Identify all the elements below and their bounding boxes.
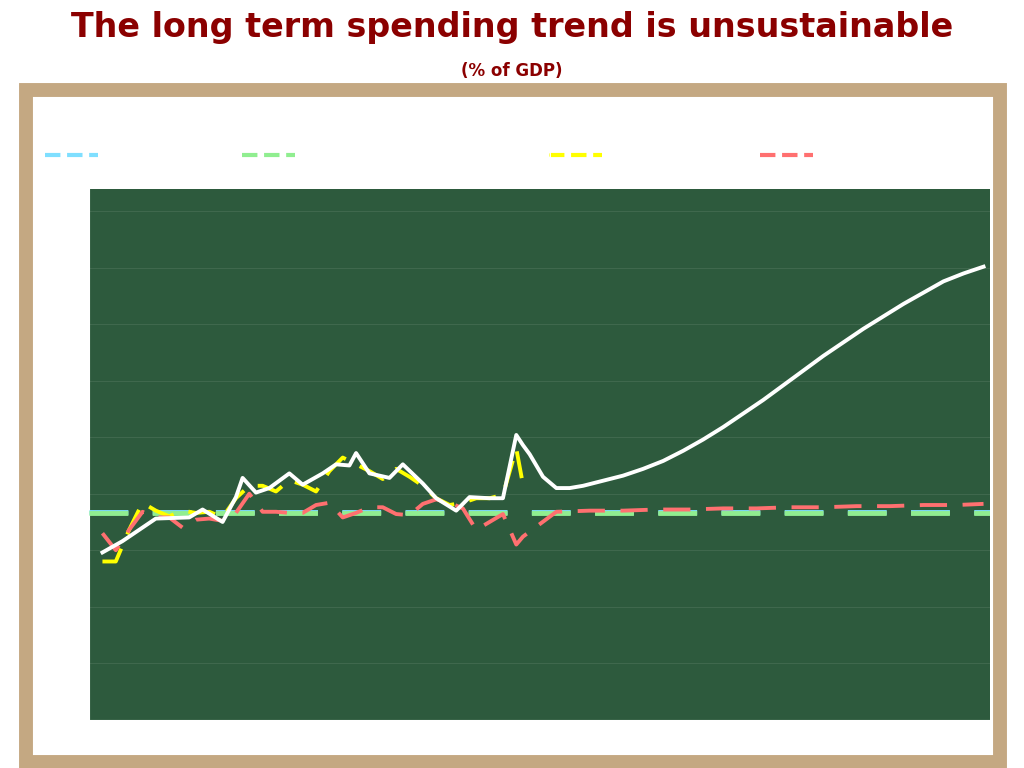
- Text: 5-yr avg spending: 5-yr avg spending: [611, 148, 737, 162]
- Text: (% of GDP): (% of GDP): [461, 61, 563, 80]
- Text: 5-yr avg taxes: 5-yr avg taxes: [822, 148, 923, 162]
- Text: The long term spending trend is unsustainable: The long term spending trend is unsustai…: [71, 11, 953, 44]
- Text: Spending: Spending: [486, 148, 552, 162]
- Text: 50-yr avg taxes: 50-yr avg taxes: [108, 148, 216, 162]
- Text: 30-yr avg taxes: 30-yr avg taxes: [304, 148, 413, 162]
